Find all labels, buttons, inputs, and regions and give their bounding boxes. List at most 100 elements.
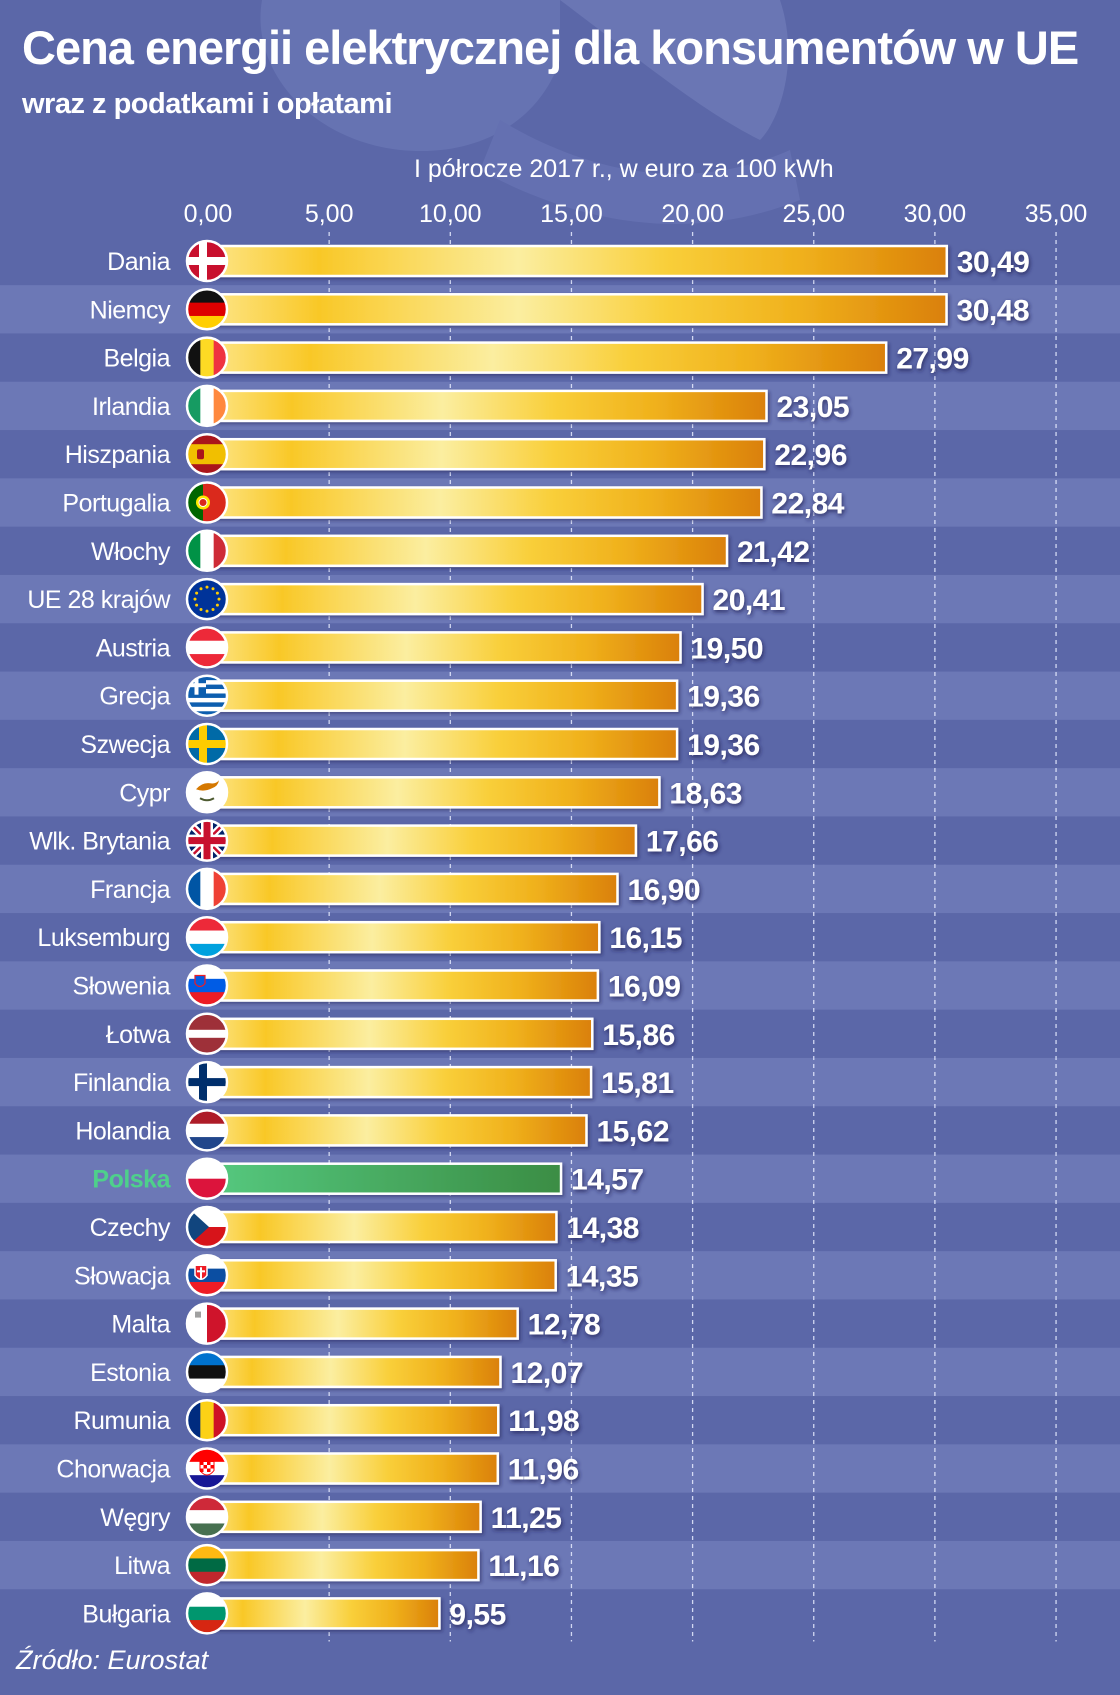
bar	[206, 1548, 480, 1582]
category-label: Cypr	[119, 779, 170, 807]
value-label: 19,36	[687, 729, 760, 762]
category-label: Rumunia	[73, 1407, 170, 1435]
bar	[206, 824, 638, 857]
category-label: Chorwacja	[56, 1456, 170, 1484]
x-tick-label: 15,00	[540, 200, 603, 228]
category-label: Finlandia	[73, 1069, 171, 1097]
bar	[206, 969, 600, 1002]
x-tick-label: 25,00	[782, 200, 845, 228]
value-label: 11,96	[508, 1454, 579, 1487]
category-label: Dania	[107, 248, 170, 276]
category-label: Grecja	[99, 683, 170, 711]
value-label: 18,63	[669, 777, 742, 810]
value-label: 14,38	[566, 1212, 639, 1245]
category-label: Szwecja	[80, 731, 170, 759]
value-label: 16,90	[627, 874, 700, 907]
x-tick-label: 5,00	[305, 200, 354, 228]
flag-ring	[185, 1157, 229, 1200]
bar	[206, 1114, 588, 1147]
chart-subtitle: wraz z podatkami i opłatami	[22, 88, 393, 120]
value-label: 30,48	[957, 294, 1030, 327]
flag-ring	[185, 432, 229, 476]
category-label: Austria	[96, 634, 171, 662]
bar	[206, 1500, 482, 1534]
flag-ring	[185, 529, 229, 573]
value-label: 19,36	[687, 681, 760, 714]
bar	[206, 1597, 441, 1630]
category-label: Słowenia	[73, 973, 171, 1001]
category-label: Węgry	[100, 1504, 171, 1532]
bar	[206, 1355, 502, 1389]
latvia-flag	[187, 1013, 227, 1054]
flag-ring	[185, 288, 229, 331]
flag-ring	[185, 1012, 229, 1056]
x-tick-label: 0,00	[184, 200, 233, 228]
flag-ring	[185, 1350, 229, 1394]
bar	[206, 1403, 500, 1437]
category-label: Estonia	[90, 1359, 170, 1387]
category-label: Holandia	[75, 1117, 170, 1145]
value-label: 11,25	[491, 1502, 562, 1535]
flag-ring	[185, 867, 229, 911]
bar	[206, 244, 949, 278]
x-tick-label: 20,00	[661, 200, 724, 228]
value-label: 15,62	[596, 1115, 669, 1148]
flag-ring	[185, 1398, 229, 1442]
bar	[206, 679, 679, 712]
bar	[206, 1065, 593, 1099]
value-label: 16,09	[608, 971, 681, 1004]
flag-ring	[185, 481, 229, 524]
flag-ring	[185, 626, 229, 669]
flag-ring	[185, 1205, 229, 1249]
bar	[206, 776, 661, 809]
flag-ring	[185, 239, 229, 283]
category-label: Łotwa	[106, 1021, 171, 1049]
category-label: Włochy	[91, 538, 171, 566]
x-tick-label: 35,00	[1025, 200, 1088, 228]
bar	[206, 1259, 557, 1292]
value-label: 14,57	[571, 1164, 644, 1197]
bar	[206, 582, 704, 616]
value-label: 11,16	[488, 1550, 559, 1583]
category-label: Niemcy	[90, 296, 171, 324]
value-label: 21,42	[737, 536, 810, 569]
unit-label: I półrocze 2017 r., w euro za 100 kWh	[414, 155, 834, 183]
value-label: 23,05	[777, 391, 850, 424]
flag-ring	[185, 336, 229, 379]
flag-ring	[185, 1254, 229, 1297]
bar	[206, 389, 768, 423]
bar	[206, 727, 679, 761]
value-label: 11,98	[508, 1405, 579, 1438]
source-note: Źródło: Eurostat	[16, 1645, 209, 1675]
flag-ring	[185, 1109, 229, 1152]
x-tick-label: 30,00	[904, 200, 967, 228]
czechia-flag	[187, 1207, 227, 1247]
spain-flag	[187, 434, 227, 475]
category-label: Wlk. Brytania	[29, 828, 170, 856]
value-label: 12,78	[528, 1309, 601, 1342]
bar	[206, 293, 948, 326]
category-label: UE 28 krajów	[27, 586, 171, 614]
category-label: Czechy	[90, 1214, 171, 1242]
bar	[206, 437, 766, 471]
value-label: 22,96	[774, 439, 847, 472]
value-label: 17,66	[646, 826, 719, 859]
flag-ring	[185, 1592, 229, 1635]
flag-ring	[185, 819, 229, 862]
flag-ring	[185, 771, 229, 814]
category-label: Belgia	[104, 345, 171, 373]
flag-ring	[185, 915, 229, 959]
bar	[206, 1162, 563, 1195]
category-label: Bułgaria	[82, 1600, 170, 1628]
value-label: 15,81	[601, 1067, 674, 1100]
category-label: Słowacja	[74, 1262, 171, 1290]
bar	[206, 1210, 558, 1244]
bar	[206, 920, 601, 954]
category-label: Hiszpania	[65, 441, 171, 469]
value-label: 14,35	[566, 1260, 639, 1293]
category-label: Portugalia	[62, 490, 170, 518]
category-label: Francja	[90, 876, 170, 904]
bar	[206, 1307, 519, 1340]
